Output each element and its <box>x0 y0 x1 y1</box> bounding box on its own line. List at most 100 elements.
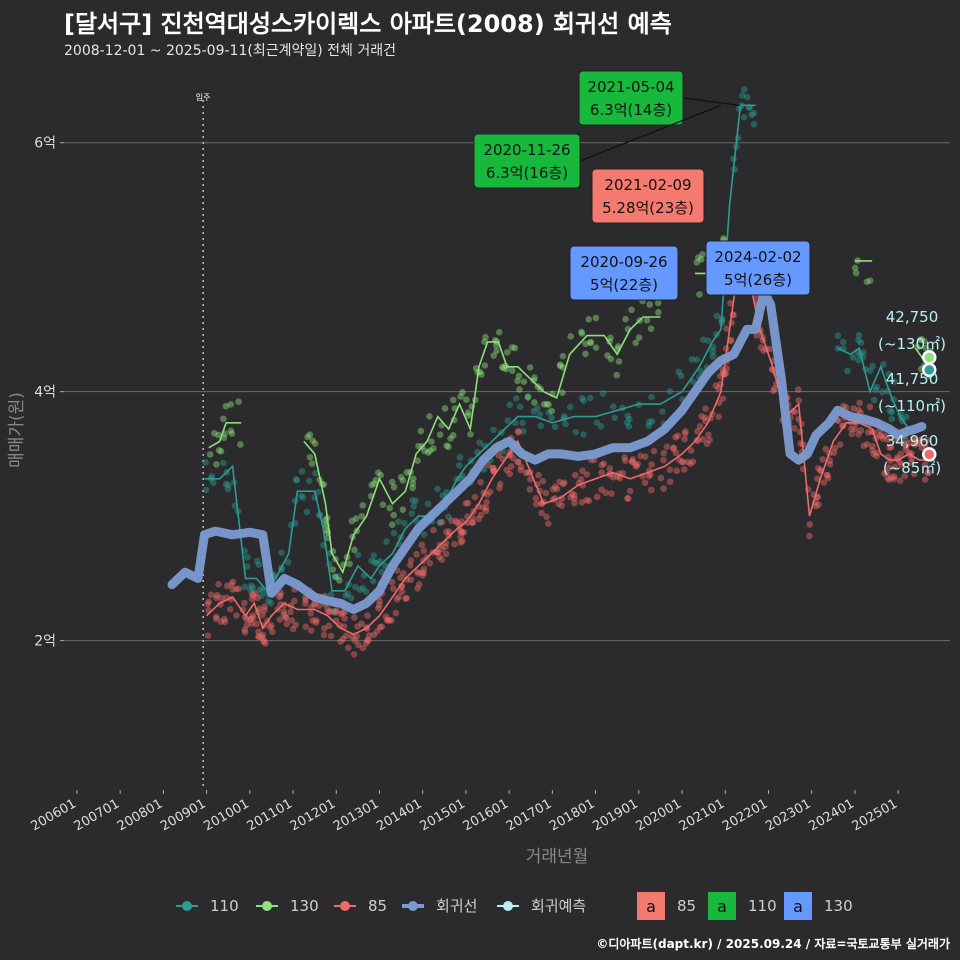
transaction-point <box>220 415 227 423</box>
transaction-point <box>327 632 335 640</box>
forecast-area: (~130㎡) <box>878 335 946 353</box>
transaction-point <box>706 436 713 444</box>
transaction-point <box>489 464 496 472</box>
transaction-point <box>844 367 851 375</box>
transaction-point <box>504 348 511 356</box>
transaction-point <box>467 430 474 438</box>
transaction-point <box>556 361 564 368</box>
transaction-point <box>496 480 504 488</box>
transaction-point <box>336 577 343 584</box>
transaction-point <box>330 607 338 615</box>
transaction-point <box>689 378 697 385</box>
transaction-point <box>562 420 569 428</box>
transaction-point <box>227 401 235 408</box>
transaction-point <box>577 476 585 483</box>
transaction-point <box>727 336 735 344</box>
transaction-point <box>210 429 218 437</box>
transaction-point <box>824 471 831 479</box>
transaction-point <box>898 461 906 469</box>
transaction-point <box>508 367 516 374</box>
transaction-point <box>571 471 579 479</box>
transaction-point <box>418 569 426 576</box>
transaction-point <box>704 337 712 345</box>
transaction-point <box>716 372 724 380</box>
transaction-point <box>482 507 490 515</box>
transaction-point <box>219 459 227 467</box>
transaction-point <box>730 155 737 163</box>
transaction-point <box>720 235 727 242</box>
transaction-point <box>689 458 697 466</box>
transaction-point <box>696 422 704 430</box>
transaction-point <box>324 605 331 613</box>
transaction-point <box>597 422 605 430</box>
transaction-point <box>269 628 276 636</box>
series-line-s130 <box>303 316 661 575</box>
transaction-point <box>592 344 600 351</box>
transaction-point <box>390 511 398 519</box>
transaction-point <box>400 519 408 527</box>
transaction-point <box>705 431 712 439</box>
transaction-point <box>471 493 479 501</box>
transaction-point <box>458 518 466 525</box>
transaction-point <box>646 418 653 426</box>
transaction-point <box>907 459 915 466</box>
transaction-point <box>806 532 813 540</box>
transaction-point <box>217 448 225 455</box>
transaction-point <box>436 519 444 527</box>
transaction-point <box>362 640 370 647</box>
transaction-point <box>558 502 566 509</box>
x-tick-label: 202401 <box>806 796 856 834</box>
transaction-point <box>514 429 522 436</box>
transaction-point <box>918 335 925 343</box>
transaction-point <box>884 474 892 482</box>
transaction-point <box>259 631 267 639</box>
transaction-point <box>458 529 466 536</box>
transaction-point <box>406 561 414 569</box>
transaction-point <box>887 443 895 451</box>
transaction-point <box>260 636 268 644</box>
transaction-point <box>677 372 685 380</box>
transaction-point <box>795 397 803 404</box>
transaction-point <box>553 485 561 493</box>
transaction-point <box>839 338 847 346</box>
transaction-point <box>917 436 925 443</box>
transaction-point <box>681 430 689 437</box>
transaction-point <box>872 386 879 394</box>
transaction-point <box>556 478 563 486</box>
transaction-point <box>311 440 319 447</box>
transaction-point <box>410 475 417 482</box>
annotation-price: 5억(22층) <box>590 276 658 294</box>
transaction-point <box>791 408 799 416</box>
transaction-point <box>456 453 464 461</box>
transaction-point <box>587 339 594 347</box>
transaction-point <box>819 456 827 463</box>
transaction-point <box>641 453 649 460</box>
transaction-point <box>425 449 432 456</box>
transaction-point <box>719 395 727 402</box>
transaction-point <box>634 460 641 468</box>
transaction-point <box>379 501 387 508</box>
legend-label: 회귀예측 <box>531 897 586 915</box>
transaction-point <box>359 644 367 652</box>
transaction-point <box>351 546 358 554</box>
transaction-point <box>409 480 417 487</box>
transaction-point <box>741 86 748 93</box>
transaction-point <box>226 606 234 613</box>
transaction-point <box>217 618 225 625</box>
transaction-point <box>403 594 410 602</box>
transaction-point <box>457 533 464 541</box>
transaction-point <box>255 633 263 641</box>
transaction-point <box>609 403 617 410</box>
transaction-point <box>241 599 248 607</box>
transaction-point <box>436 518 444 526</box>
transaction-point <box>824 474 832 482</box>
transaction-point <box>542 489 550 497</box>
transaction-point <box>262 640 269 647</box>
transaction-point <box>490 467 497 475</box>
transaction-point <box>912 437 919 445</box>
transaction-point <box>901 472 909 480</box>
legend-swatch-dot <box>503 901 513 911</box>
transaction-point <box>884 436 892 444</box>
transaction-point <box>267 599 275 607</box>
transaction-point <box>517 466 525 474</box>
